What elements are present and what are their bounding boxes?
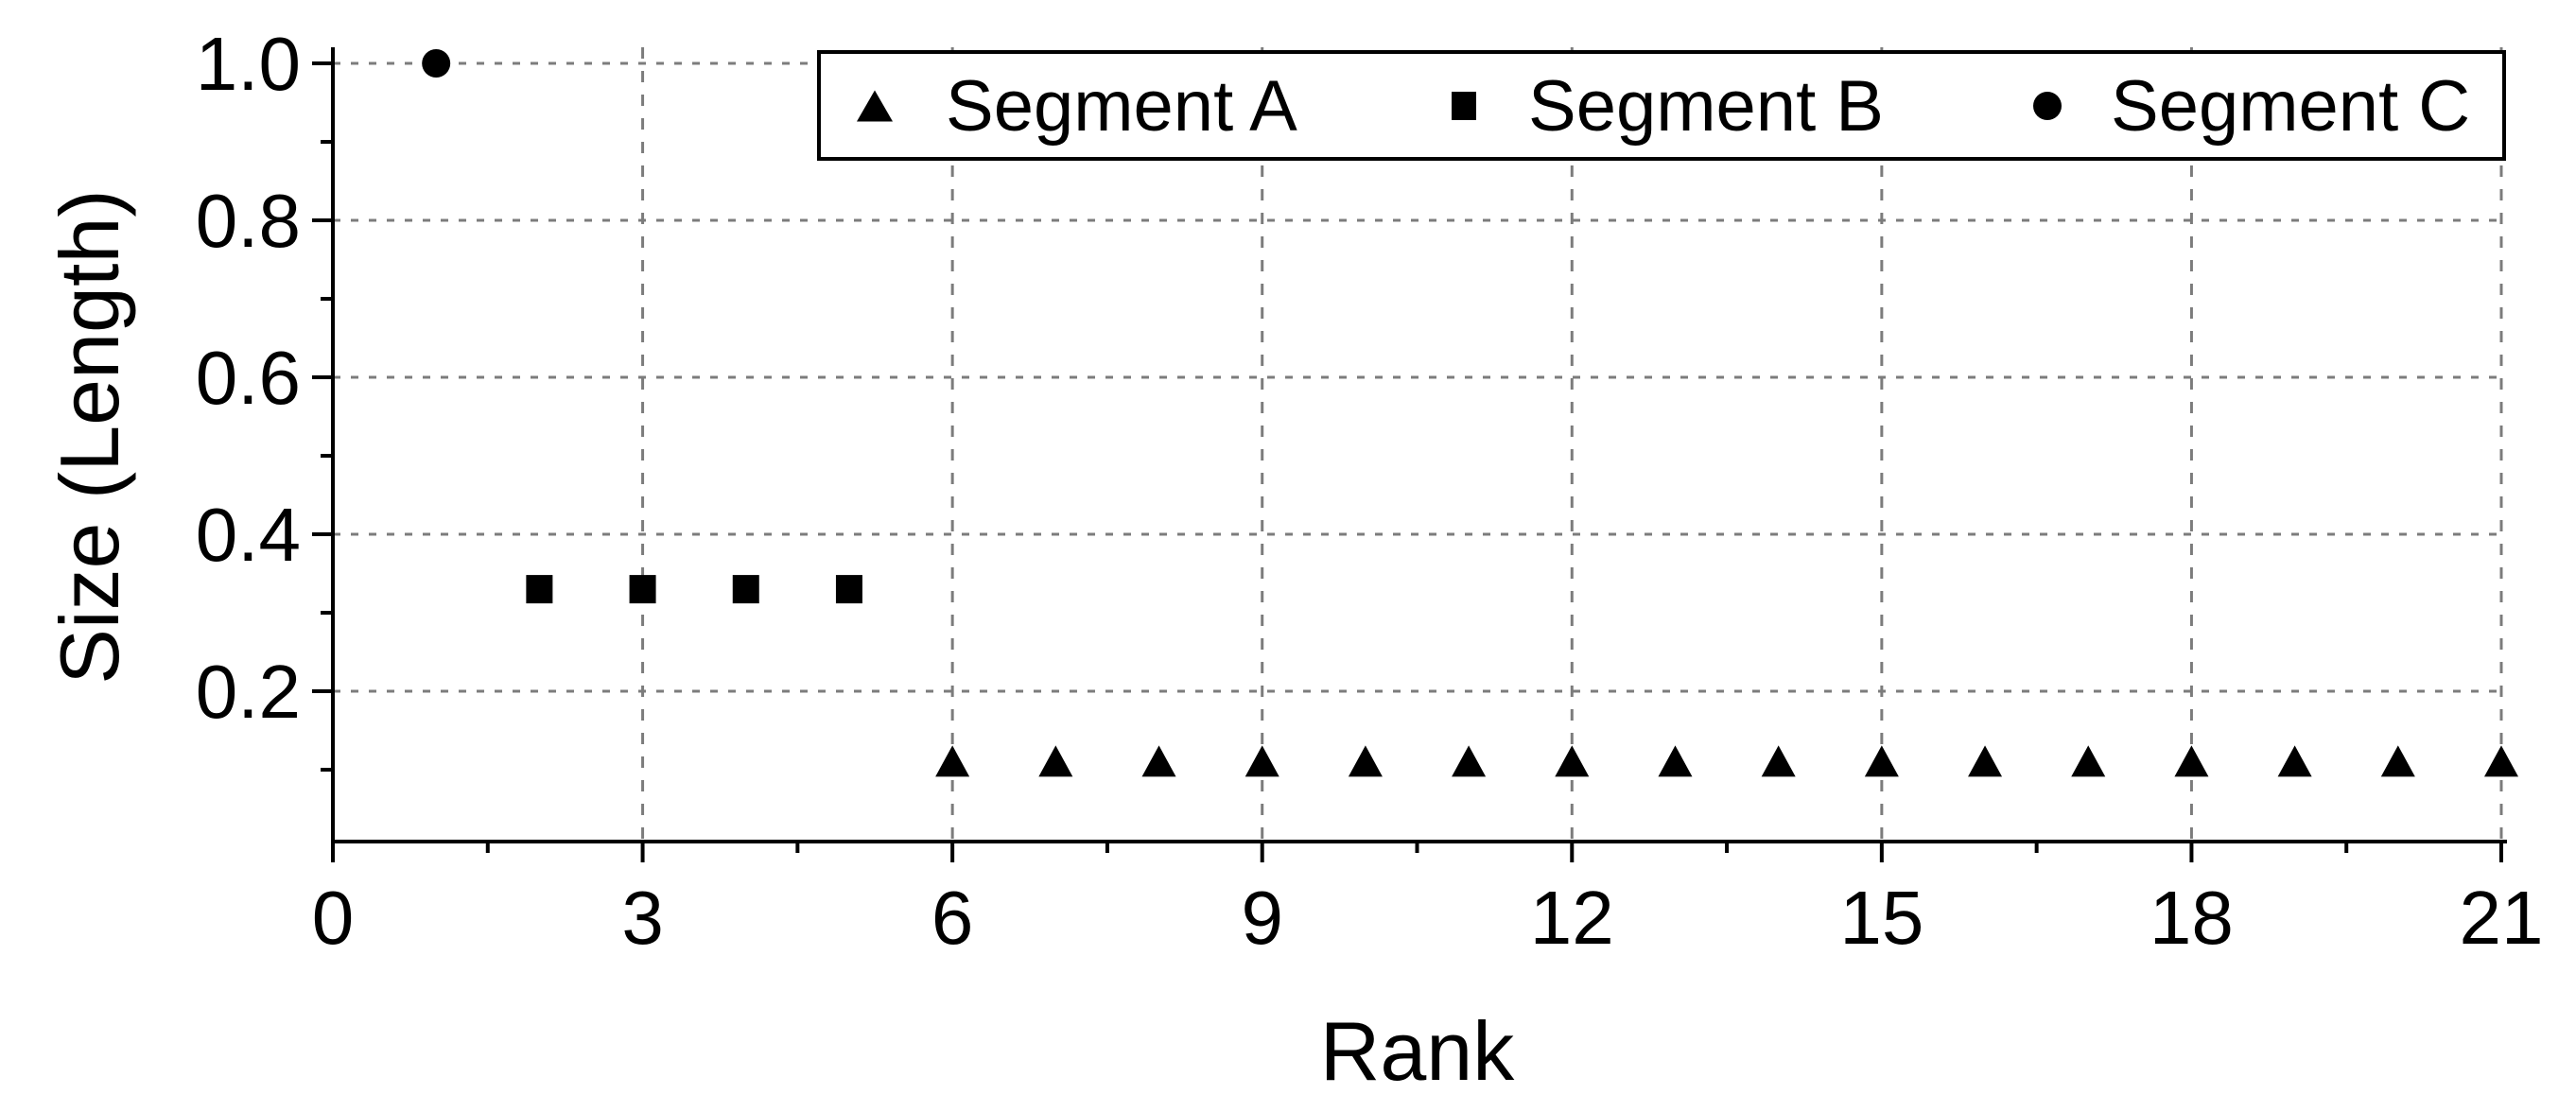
marker-segment-a [1244, 745, 1279, 777]
marker-segment-a [1658, 745, 1693, 777]
marker-segment-a [1038, 745, 1073, 777]
marker-segment-c [422, 49, 451, 78]
x-tick-label: 12 [1530, 876, 1614, 960]
marker-segment-a [2484, 745, 2518, 777]
marker-segment-a [1452, 745, 1487, 777]
y-axis-title: Size (Length) [43, 189, 136, 684]
marker-segment-a [1761, 745, 1796, 777]
marker-segment-a [1141, 745, 1176, 777]
y-tick-label: 0.4 [196, 493, 301, 577]
marker-segment-b [526, 575, 553, 604]
legend-label: Segment B [1528, 66, 1884, 147]
legend-label: Segment C [2111, 66, 2470, 147]
x-tick-label: 6 [931, 876, 974, 960]
x-tick-label: 18 [2150, 876, 2234, 960]
marker-segment-a [1555, 745, 1590, 777]
x-axis-title: Rank [1320, 1004, 1515, 1098]
x-tick-label: 21 [2460, 876, 2544, 960]
y-tick-label: 0.2 [196, 650, 301, 734]
legend-triangle-icon [857, 90, 893, 122]
marker-segment-b [835, 575, 862, 604]
y-tick-label: 0.6 [196, 336, 301, 420]
marker-segment-a [935, 745, 970, 777]
marker-segment-a [1864, 745, 1899, 777]
x-tick-label: 3 [621, 876, 664, 960]
y-tick-label: 1.0 [196, 22, 301, 106]
marker-segment-a [2071, 745, 2106, 777]
x-tick-label: 9 [1241, 876, 1283, 960]
marker-segment-a [2174, 745, 2209, 777]
marker-segment-b [732, 575, 759, 604]
legend-box [817, 50, 2506, 161]
marker-segment-a [2277, 745, 2312, 777]
legend-label: Segment A [946, 66, 1297, 147]
marker-segment-a [1348, 745, 1383, 777]
legend-circle-icon [2033, 92, 2062, 120]
x-tick-label: 0 [312, 876, 355, 960]
marker-segment-b [629, 575, 656, 604]
marker-segment-a [2380, 745, 2415, 777]
legend-square-icon [1452, 92, 1476, 120]
y-tick-label: 0.8 [196, 179, 301, 263]
marker-segment-a [1968, 745, 2003, 777]
x-tick-label: 15 [1839, 876, 1923, 960]
